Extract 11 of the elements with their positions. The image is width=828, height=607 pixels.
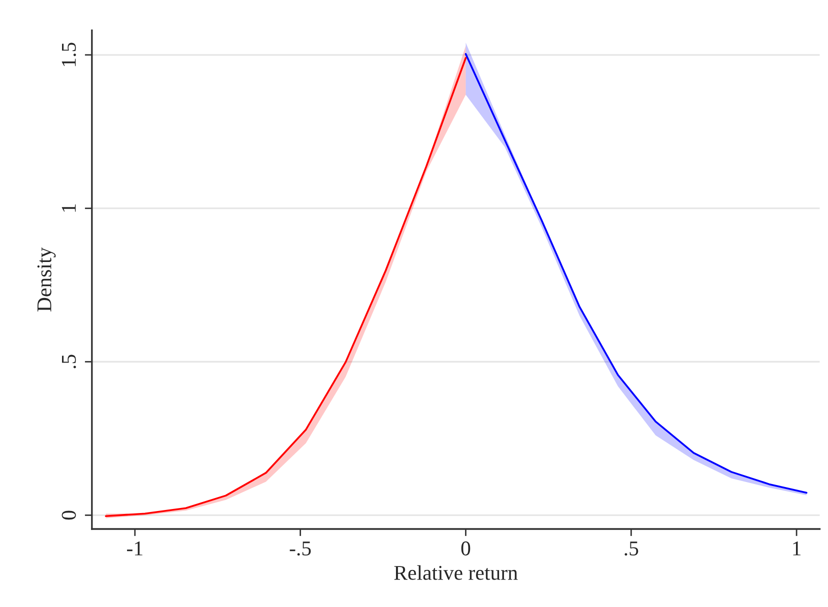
y-tick-label: 1 bbox=[62, 204, 76, 212]
y-tick-label: 1.5 bbox=[62, 42, 76, 66]
x-tick-label: -1 bbox=[127, 542, 142, 556]
x-tick-label: .5 bbox=[624, 542, 638, 556]
y-tick-label: .5 bbox=[62, 354, 76, 368]
y-axis-title: Density bbox=[37, 247, 56, 312]
x-tick-label: -.5 bbox=[290, 542, 311, 556]
x-tick-label: 1 bbox=[793, 542, 801, 556]
x-tick-label: 0 bbox=[461, 541, 470, 556]
x-axis-title: Relative return bbox=[394, 565, 518, 580]
y-tick-label: 0 bbox=[62, 510, 76, 520]
